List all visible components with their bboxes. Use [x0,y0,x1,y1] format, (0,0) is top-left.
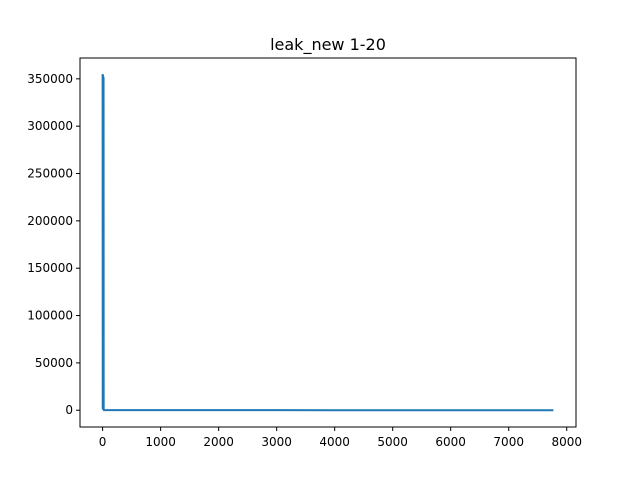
y-tick-label: 50000 [35,356,73,370]
y-tick-label: 200000 [27,214,73,228]
x-tick-label: 8000 [551,435,582,449]
y-tick-label: 300000 [27,119,73,133]
plot-frame [79,57,577,428]
x-tick-label: 4000 [319,435,350,449]
x-tick-label: 3000 [261,435,292,449]
x-tick-label: 1000 [145,435,176,449]
x-tick-label: 2000 [203,435,234,449]
x-tick-label: 7000 [493,435,524,449]
series-line-0 [101,74,554,412]
chart-title: leak_new 1-20 [270,35,386,55]
y-tick-label: 250000 [27,167,73,181]
x-tick-label: 6000 [435,435,466,449]
y-axis: 0 50000 100000 150000 200000 250000 300000 3500… [27,72,80,417]
y-tick-label: 350000 [27,72,73,86]
y-tick-label: 100000 [27,309,73,323]
y-tick-label: 0 [65,403,73,417]
y-tick-label: 150000 [27,261,73,275]
plot-series-group [101,74,554,412]
x-tick-label: 0 [99,435,107,449]
x-tick-label: 5000 [377,435,408,449]
x-axis: 0 1000 2000 3000 4000 5000 6000 7000 8000 [99,427,582,449]
